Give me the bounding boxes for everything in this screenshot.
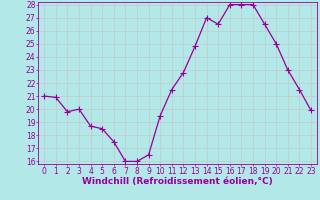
X-axis label: Windchill (Refroidissement éolien,°C): Windchill (Refroidissement éolien,°C) bbox=[82, 177, 273, 186]
